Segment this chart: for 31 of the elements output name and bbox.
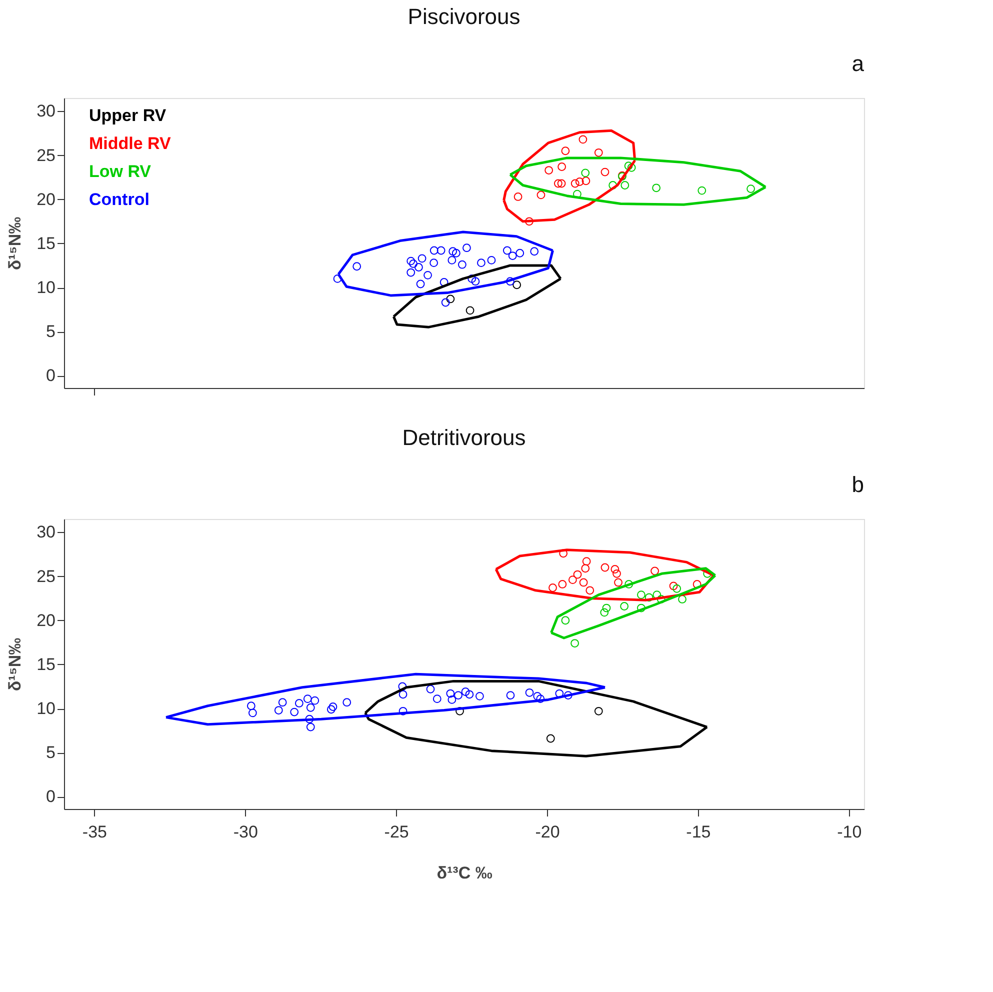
y-tick-label: 25 (36, 146, 56, 165)
x-tick-label: -10 (837, 822, 862, 842)
y-axis-title: δ¹⁵N‰ (6, 638, 25, 692)
y-tick-label: 0 (46, 787, 56, 806)
text: Low RV (89, 162, 152, 181)
y-tick-label: 10 (36, 278, 56, 298)
x-tick-label: -35 (82, 822, 107, 842)
y-tick-label: 20 (36, 610, 56, 630)
text: b (852, 472, 864, 497)
y-tick-label: 10 (36, 699, 56, 718)
x-tick-label: -25 (384, 822, 409, 842)
y-tick-label: 30 (36, 102, 56, 121)
y-tick-label: 5 (46, 322, 56, 342)
y-tick-label: 5 (46, 743, 56, 762)
text: Control (89, 190, 150, 209)
text: Middle RV (89, 134, 172, 153)
y-tick-label: 20 (36, 190, 56, 209)
x-axis-title: δ¹³C ‰ (436, 864, 492, 882)
chart-title: Piscivorous (408, 4, 520, 29)
y-tick-label: 15 (36, 234, 56, 253)
y-tick-label: 15 (36, 654, 56, 674)
x-tick-label: -15 (686, 822, 711, 842)
chart-title: Detritivorous (402, 425, 526, 450)
y-tick-label: 25 (36, 566, 56, 586)
y-tick-label: 0 (46, 366, 56, 386)
text: a (852, 51, 865, 76)
x-tick-label: -20 (535, 822, 560, 842)
y-tick-label: 30 (36, 522, 56, 542)
y-axis-title: δ¹⁵N‰ (6, 216, 25, 270)
x-tick-label: -30 (233, 822, 258, 842)
text: Upper RV (89, 106, 167, 125)
